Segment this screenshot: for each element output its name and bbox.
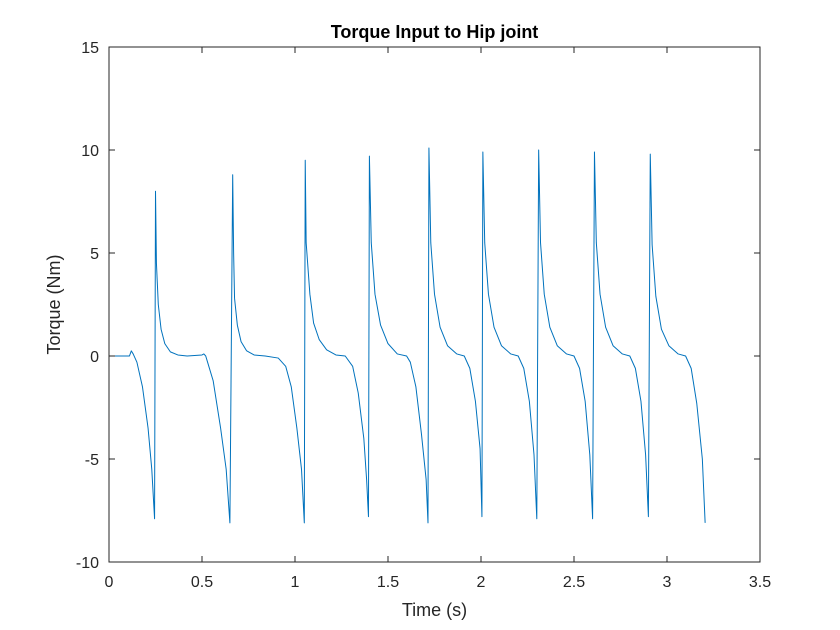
chart-title: Torque Input to Hip joint [331, 22, 539, 42]
y-tick-label: 5 [90, 246, 99, 263]
x-tick-label: 3 [663, 574, 672, 591]
y-tick-label: 10 [81, 143, 99, 160]
y-axis-label: Torque (Nm) [44, 254, 64, 354]
x-axis-label: Time (s) [402, 600, 467, 620]
x-tick-label: 2 [477, 574, 486, 591]
y-tick-label: -10 [76, 555, 99, 572]
y-axis-ticks: -10 -5 0 5 10 15 [76, 40, 760, 572]
x-axis-ticks: 0 0.5 1 1.5 2 2.5 3 3.5 [105, 47, 771, 591]
axes-box [108, 46, 761, 563]
plot-area-background [109, 47, 760, 562]
x-tick-label: 1 [291, 574, 300, 591]
y-tick-label: 0 [90, 349, 99, 366]
y-tick-label: -5 [85, 452, 99, 469]
series-line [109, 147, 706, 524]
x-tick-label: 3.5 [749, 574, 771, 591]
x-tick-label: 2.5 [563, 574, 585, 591]
x-tick-label: 0.5 [191, 574, 213, 591]
x-tick-label: 0 [105, 574, 114, 591]
x-tick-label: 1.5 [377, 574, 399, 591]
y-tick-label: 15 [81, 40, 99, 57]
